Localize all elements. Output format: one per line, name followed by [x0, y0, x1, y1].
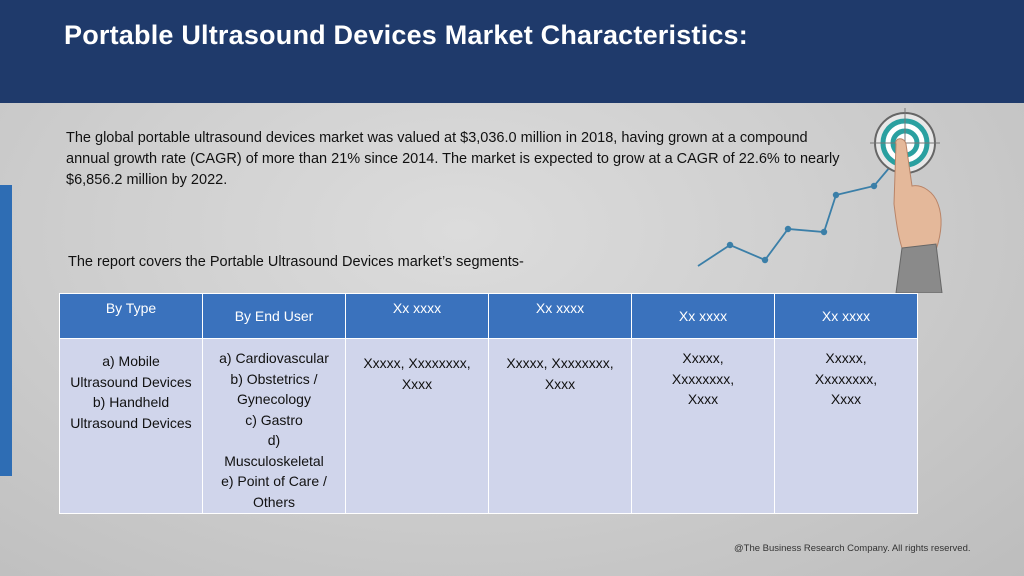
cell-col-5: Xxxxx, Xxxxxxxx, Xxxx — [631, 338, 775, 514]
cell-line: Xxxxx, Xxxxxxxx, — [363, 355, 471, 371]
cell-col-6: Xxxxx, Xxxxxxxx, Xxxx — [774, 338, 918, 514]
header-col-6: Xx xxxx — [774, 293, 918, 339]
cell-line: a) Cardiovascular — [219, 350, 329, 366]
cell-line: Xxxxxxxx, — [814, 370, 878, 387]
cell-line: Gynecology — [237, 391, 311, 407]
cell-line: Musculoskeletal — [224, 452, 324, 469]
cell-line: Others — [252, 493, 295, 510]
left-accent-bar — [0, 185, 12, 476]
cell-col-3: Xxxxx, Xxxxxxxx, Xxxx — [345, 338, 489, 514]
cell-line: b) Handheld — [92, 394, 170, 410]
cell-line: Xxxxx, — [682, 350, 724, 366]
cell-line: e) Point of Care / — [221, 473, 327, 489]
growth-chart-target-hand-icon — [697, 108, 943, 293]
intro-paragraph: The global portable ultrasound devices m… — [66, 130, 840, 188]
cell-line: d) — [267, 432, 281, 448]
header-col-5: Xx xxxx — [631, 293, 775, 339]
cell-line: Xxxx — [687, 391, 719, 407]
cell-line: b) Obstetrics / — [230, 370, 318, 387]
cell-line: Xxxx — [830, 391, 862, 407]
page-title: Portable Ultrasound Devices Market Chara… — [64, 20, 748, 50]
cell-line: c) Gastro — [245, 411, 303, 428]
header-by-type: By Type — [59, 293, 203, 339]
cell-line: Xxxx — [544, 375, 576, 392]
cell-by-type: a) Mobile Ultrasound Devices b) Handheld… — [59, 338, 203, 514]
cell-line: Xxxxx, Xxxxxxxx, — [506, 355, 614, 371]
header-bar: Portable Ultrasound Devices Market Chara… — [0, 0, 1024, 103]
copyright-notice: @The Business Research Company. All righ… — [734, 543, 971, 554]
cell-line: Ultrasound Devices — [70, 414, 192, 431]
table-row: a) Mobile Ultrasound Devices b) Handheld… — [59, 338, 918, 514]
segments-intro-text: The report covers the Portable Ultrasoun… — [68, 254, 524, 270]
segments-table: By Type By End User Xx xxxx Xx xxxx Xx x… — [59, 293, 918, 514]
cell-line: a) Mobile — [102, 353, 160, 369]
table-header-row: By Type By End User Xx xxxx Xx xxxx Xx x… — [59, 293, 918, 339]
header-col-4: Xx xxxx — [488, 293, 632, 339]
cell-line: Xxxxxxxx, — [671, 370, 735, 387]
header-by-end-user: By End User — [202, 293, 346, 339]
header-col-3: Xx xxxx — [345, 293, 489, 339]
cell-line: Xxxxx, — [825, 350, 867, 366]
cell-line: Xxxx — [401, 375, 433, 392]
cell-line: Ultrasound Devices — [70, 373, 192, 390]
cell-by-end-user: a) Cardiovascular b) Obstetrics / Gyneco… — [202, 338, 346, 514]
cell-col-4: Xxxxx, Xxxxxxxx, Xxxx — [488, 338, 632, 514]
